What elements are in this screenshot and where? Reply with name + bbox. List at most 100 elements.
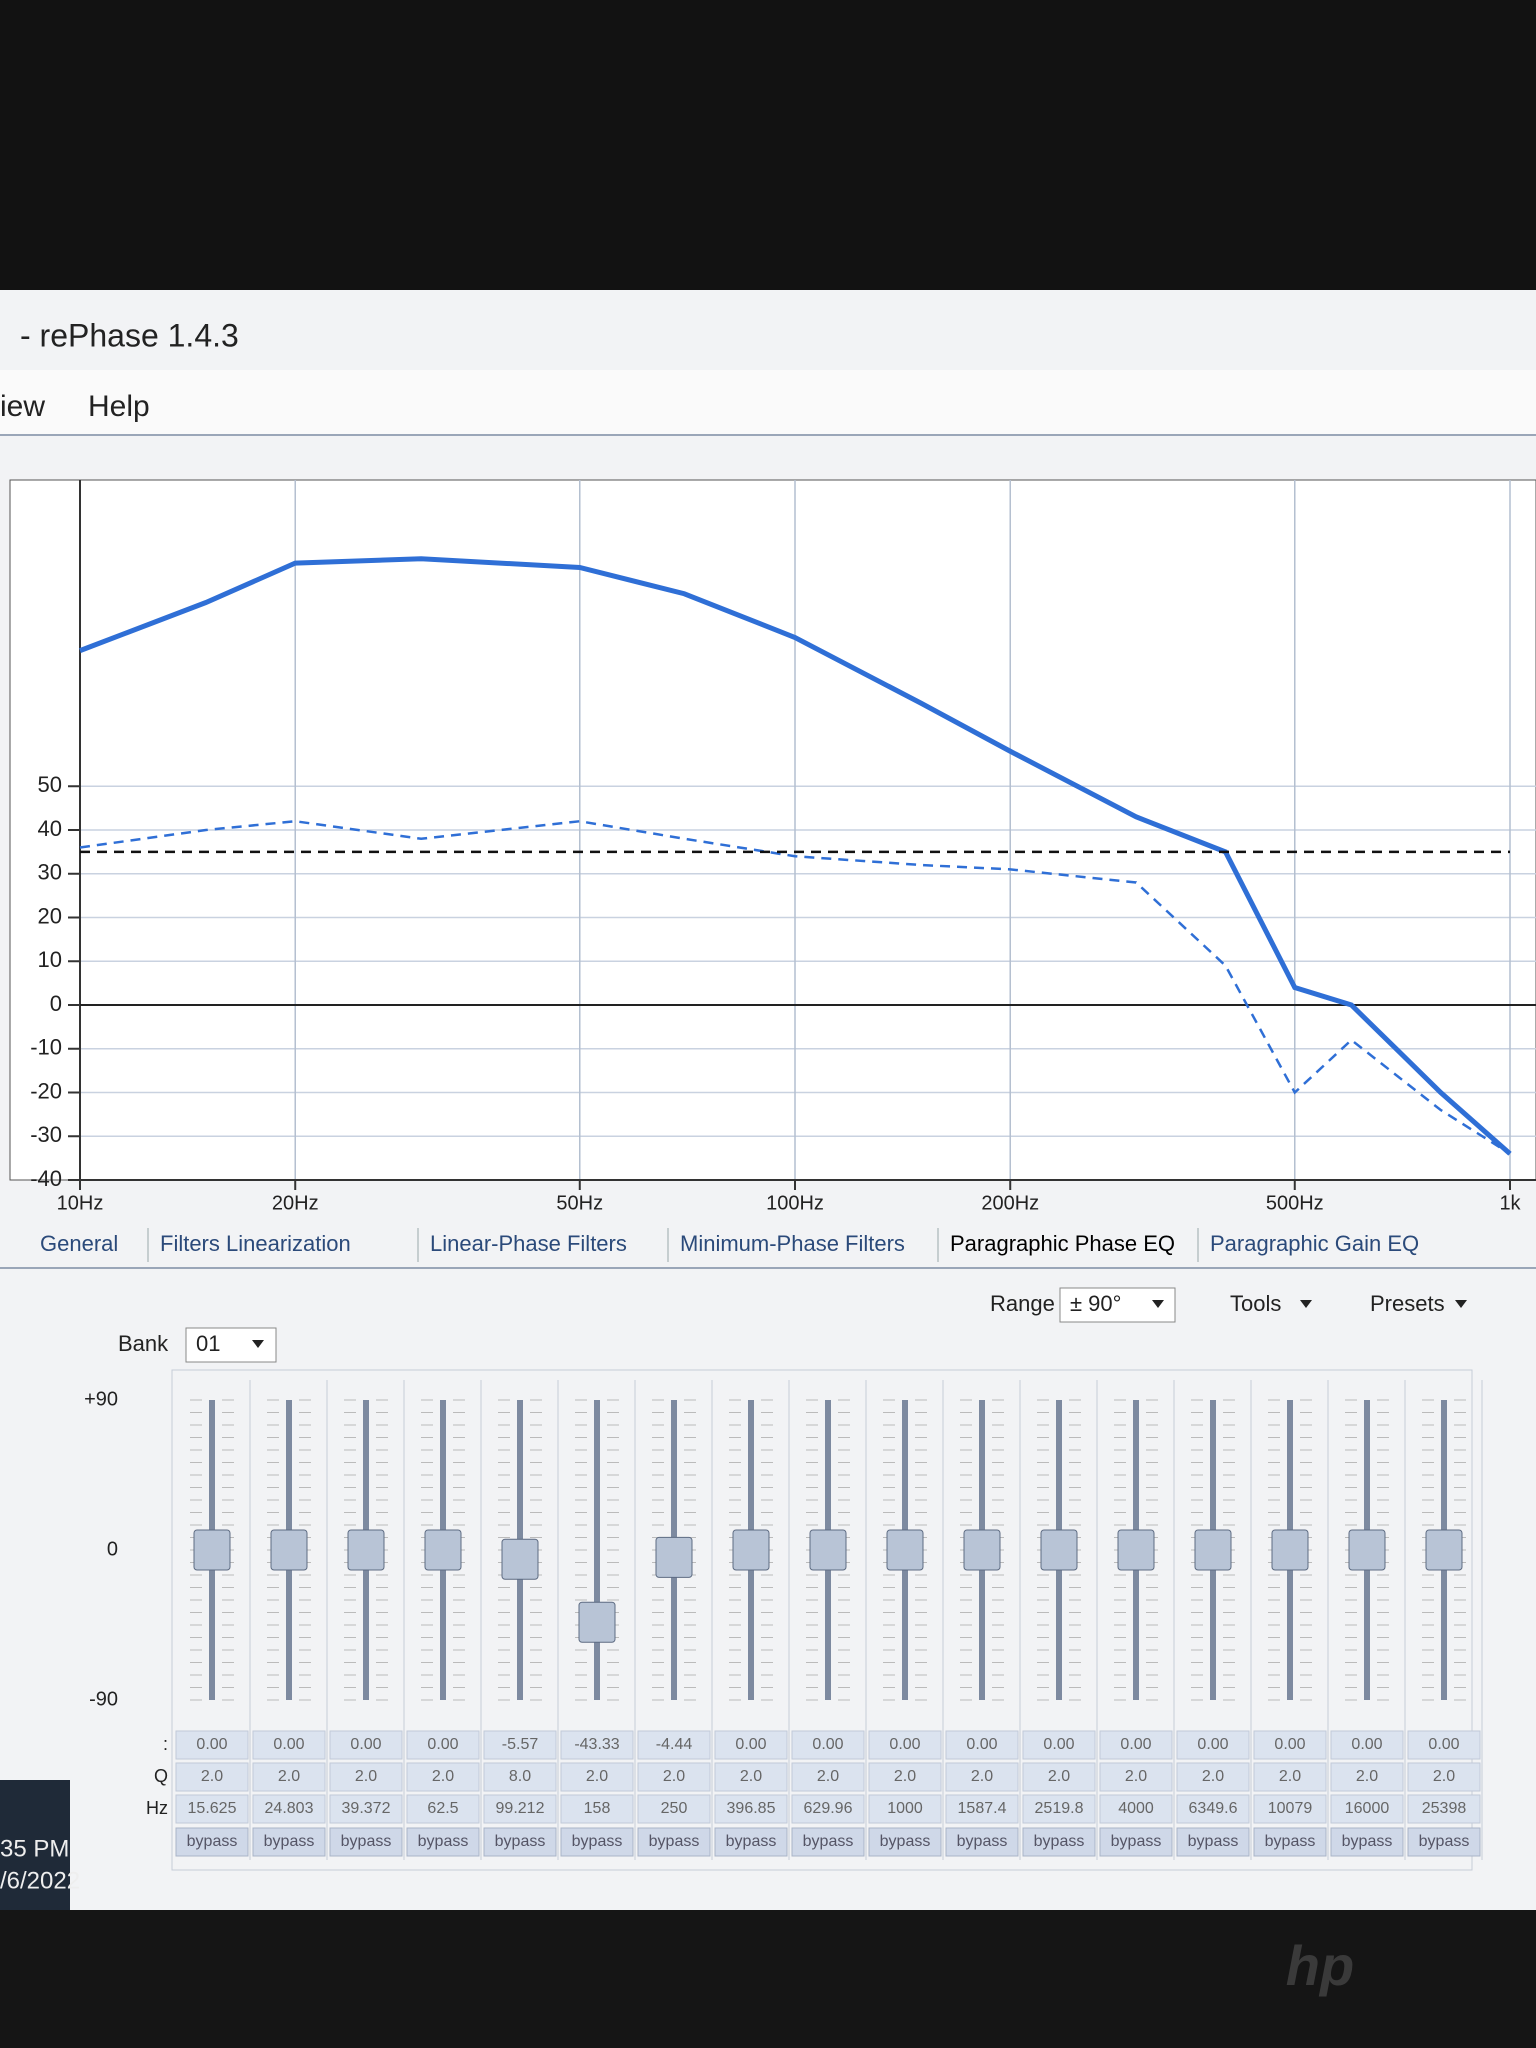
value-cell[interactable] bbox=[868, 1794, 942, 1824]
value-cell[interactable] bbox=[329, 1794, 403, 1824]
value-cell[interactable] bbox=[637, 1762, 711, 1792]
value-text: 25398 bbox=[1422, 1800, 1467, 1817]
value-cell[interactable] bbox=[175, 1794, 249, 1824]
menu-item[interactable]: iew bbox=[0, 390, 45, 423]
value-cell[interactable] bbox=[252, 1762, 326, 1792]
value-cell[interactable] bbox=[252, 1730, 326, 1760]
slider-thumb[interactable] bbox=[963, 1529, 1001, 1571]
value-cell[interactable] bbox=[175, 1762, 249, 1792]
value-cell[interactable] bbox=[560, 1762, 634, 1792]
slider-thumb[interactable] bbox=[501, 1538, 539, 1580]
bypass-button[interactable] bbox=[791, 1827, 865, 1857]
slider-thumb[interactable] bbox=[655, 1536, 693, 1578]
value-cell[interactable] bbox=[483, 1794, 557, 1824]
bypass-button[interactable] bbox=[1330, 1827, 1404, 1857]
slider-thumb[interactable] bbox=[732, 1529, 770, 1571]
value-cell[interactable] bbox=[560, 1730, 634, 1760]
slider-thumb[interactable] bbox=[809, 1529, 847, 1571]
presets-button[interactable]: Presets bbox=[1370, 1291, 1445, 1316]
tab[interactable]: Minimum-Phase Filters bbox=[680, 1231, 905, 1256]
bypass-button[interactable] bbox=[1407, 1827, 1481, 1857]
value-cell[interactable] bbox=[1253, 1794, 1327, 1824]
slider-thumb[interactable] bbox=[1348, 1529, 1386, 1571]
value-cell[interactable] bbox=[714, 1762, 788, 1792]
value-cell[interactable] bbox=[1253, 1730, 1327, 1760]
bypass-button[interactable] bbox=[252, 1827, 326, 1857]
value-cell[interactable] bbox=[1176, 1794, 1250, 1824]
slider-thumb[interactable] bbox=[1040, 1529, 1078, 1571]
value-cell[interactable] bbox=[791, 1762, 865, 1792]
value-cell[interactable] bbox=[1407, 1730, 1481, 1760]
value-cell[interactable] bbox=[1407, 1794, 1481, 1824]
value-cell[interactable] bbox=[945, 1730, 1019, 1760]
tools-button[interactable]: Tools bbox=[1230, 1291, 1281, 1316]
menu-item[interactable]: Help bbox=[88, 390, 150, 423]
value-cell[interactable] bbox=[791, 1730, 865, 1760]
value-cell[interactable] bbox=[1176, 1730, 1250, 1760]
slider-thumb[interactable] bbox=[193, 1529, 231, 1571]
slider-thumb[interactable] bbox=[424, 1529, 462, 1571]
bypass-button[interactable] bbox=[1176, 1827, 1250, 1857]
value-cell[interactable] bbox=[945, 1794, 1019, 1824]
value-cell[interactable] bbox=[1330, 1730, 1404, 1760]
value-cell[interactable] bbox=[406, 1794, 480, 1824]
bypass-button[interactable] bbox=[1022, 1827, 1096, 1857]
value-cell[interactable] bbox=[1253, 1762, 1327, 1792]
bypass-button[interactable] bbox=[329, 1827, 403, 1857]
bypass-button[interactable] bbox=[406, 1827, 480, 1857]
slider-thumb[interactable] bbox=[1194, 1529, 1232, 1571]
value-cell[interactable] bbox=[1407, 1762, 1481, 1792]
value-text: 2519.8 bbox=[1035, 1800, 1084, 1817]
bypass-button[interactable] bbox=[560, 1827, 634, 1857]
value-cell[interactable] bbox=[791, 1794, 865, 1824]
slider-thumb[interactable] bbox=[1271, 1529, 1309, 1571]
value-cell[interactable] bbox=[1330, 1762, 1404, 1792]
value-cell[interactable] bbox=[175, 1730, 249, 1760]
slider-thumb[interactable] bbox=[270, 1529, 308, 1571]
value-cell[interactable] bbox=[1022, 1762, 1096, 1792]
slider-thumb[interactable] bbox=[1425, 1529, 1463, 1571]
value-text: 39.372 bbox=[342, 1800, 391, 1817]
value-cell[interactable] bbox=[714, 1794, 788, 1824]
value-cell[interactable] bbox=[868, 1762, 942, 1792]
value-cell[interactable] bbox=[637, 1730, 711, 1760]
value-cell[interactable] bbox=[560, 1794, 634, 1824]
tab[interactable]: Paragraphic Phase EQ bbox=[950, 1231, 1175, 1256]
value-cell[interactable] bbox=[252, 1794, 326, 1824]
value-cell[interactable] bbox=[406, 1762, 480, 1792]
tab[interactable]: General bbox=[40, 1231, 118, 1256]
value-cell[interactable] bbox=[1330, 1794, 1404, 1824]
slider-thumb[interactable] bbox=[578, 1601, 616, 1643]
value-cell[interactable] bbox=[406, 1730, 480, 1760]
value-cell[interactable] bbox=[1176, 1762, 1250, 1792]
bypass-button[interactable] bbox=[175, 1827, 249, 1857]
value-cell[interactable] bbox=[483, 1730, 557, 1760]
bypass-button[interactable] bbox=[714, 1827, 788, 1857]
value-cell[interactable] bbox=[329, 1762, 403, 1792]
value-cell[interactable] bbox=[1022, 1794, 1096, 1824]
value-cell[interactable] bbox=[945, 1762, 1019, 1792]
bypass-button[interactable] bbox=[945, 1827, 1019, 1857]
bypass-button[interactable] bbox=[483, 1827, 557, 1857]
bypass-button[interactable] bbox=[868, 1827, 942, 1857]
slider-thumb[interactable] bbox=[886, 1529, 924, 1571]
tab[interactable]: Filters Linearization bbox=[160, 1231, 351, 1256]
value-cell[interactable] bbox=[637, 1794, 711, 1824]
slider-thumb[interactable] bbox=[1117, 1529, 1155, 1571]
bypass-button[interactable] bbox=[1099, 1827, 1173, 1857]
value-cell[interactable] bbox=[868, 1730, 942, 1760]
value-cell[interactable] bbox=[1099, 1762, 1173, 1792]
value-cell[interactable] bbox=[714, 1730, 788, 1760]
value-cell[interactable] bbox=[329, 1730, 403, 1760]
value-cell[interactable] bbox=[483, 1762, 557, 1792]
bypass-button[interactable] bbox=[1253, 1827, 1327, 1857]
value-cell[interactable] bbox=[1099, 1730, 1173, 1760]
value-cell[interactable] bbox=[1022, 1730, 1096, 1760]
tab[interactable]: Paragraphic Gain EQ bbox=[1210, 1231, 1419, 1256]
tab[interactable]: Linear-Phase Filters bbox=[430, 1231, 627, 1256]
bank-dropdown[interactable] bbox=[185, 1327, 277, 1363]
slider-thumb[interactable] bbox=[347, 1529, 385, 1571]
value-cell[interactable] bbox=[1099, 1794, 1173, 1824]
bypass-text: bypass bbox=[803, 1833, 854, 1850]
bypass-button[interactable] bbox=[637, 1827, 711, 1857]
